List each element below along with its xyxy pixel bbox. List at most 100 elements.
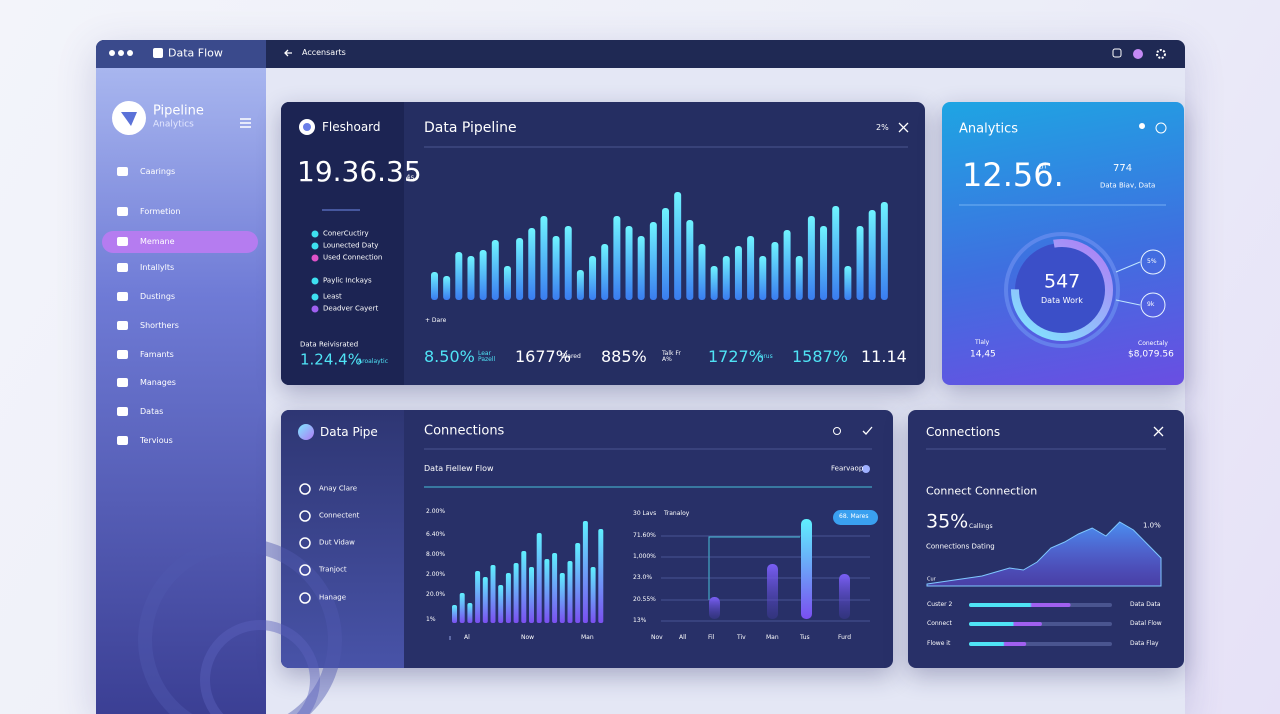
side-value: 774 (1113, 163, 1133, 174)
bar (564, 226, 572, 300)
toolbar-icon[interactable] (1112, 48, 1122, 58)
chart-subtitle: Data Fiellew Flow (424, 464, 494, 473)
settings-icon[interactable] (1156, 49, 1166, 59)
close-button[interactable] (898, 122, 909, 133)
bar (576, 270, 584, 300)
decor-ring (138, 538, 342, 714)
stat-label: Talk Fr A% (662, 350, 681, 363)
menu-item[interactable]: Manages (140, 378, 176, 387)
menu-item[interactable]: Datas (140, 407, 164, 416)
menu-icon (117, 378, 128, 387)
menu-item[interactable]: Formetion (140, 207, 181, 216)
legend-label: ConerCuctiry (323, 229, 369, 238)
menu-item[interactable]: Hanage (319, 593, 347, 602)
menu-icon (117, 350, 128, 359)
panel-icon (303, 123, 311, 131)
progress-label: Connect (927, 620, 952, 627)
progress-label: Datal Flow (1130, 620, 1162, 627)
menu-icon (117, 167, 128, 176)
menu-item[interactable]: Caarings (140, 167, 176, 176)
menu-item[interactable]: Tranjoct (319, 565, 347, 574)
peak-label: 1.0% (1143, 521, 1161, 530)
menu-item[interactable]: Dustings (140, 292, 176, 301)
legend-label: Used Connection (323, 253, 383, 262)
progress-label: Data Flay (1130, 640, 1159, 647)
close-button[interactable] (1153, 426, 1164, 437)
y-tick-label: 13% (633, 617, 647, 624)
menu-button[interactable] (240, 118, 251, 128)
bar (722, 256, 730, 300)
search-button[interactable] (833, 427, 841, 435)
x-tick-label: Man (581, 634, 594, 641)
bar (734, 246, 742, 300)
legend-dot (311, 242, 319, 250)
chart-title: Data Pipeline (424, 120, 517, 136)
avatar[interactable] (1133, 49, 1143, 59)
big-value: 19.36.35 (297, 155, 422, 188)
bar (490, 565, 496, 623)
confirm-button[interactable] (862, 426, 873, 435)
bar (529, 567, 534, 623)
menu-item[interactable]: Connectent (319, 511, 360, 520)
caption: Connections Dating (926, 542, 995, 551)
bar (686, 220, 694, 300)
stat-label: Conectaly (1138, 340, 1168, 347)
bar (590, 567, 596, 623)
y-tick-label: 20.0% (426, 591, 446, 598)
bar (613, 216, 621, 300)
badge-ring (1140, 292, 1166, 318)
bar (544, 559, 550, 623)
stat-value: 14,45 (970, 349, 996, 360)
footer-label: Data Reivisrated (300, 340, 359, 349)
bar (505, 573, 511, 623)
app-title: Data Flow (168, 46, 223, 60)
bar (801, 519, 812, 619)
top-bar (96, 40, 1185, 68)
user-icon[interactable] (1139, 123, 1145, 129)
back-button[interactable] (284, 49, 292, 57)
big-value: 12.56. (962, 156, 1064, 194)
progress-label: Flowe it (927, 640, 951, 647)
x-tick-label: All (679, 634, 687, 641)
sidebar-header (96, 40, 266, 68)
menu-item[interactable]: Anay Clare (319, 484, 358, 493)
bar (475, 571, 481, 623)
info-icon[interactable] (1155, 122, 1167, 134)
y-tick-label: 1% (426, 616, 436, 623)
brand-subtitle: Analytics (153, 119, 194, 130)
app-icon (153, 48, 163, 58)
badge-label: 68. Mares (839, 513, 869, 520)
menu-item[interactable]: Shorthers (140, 321, 179, 330)
y-tick-label: 8.00% (426, 551, 446, 558)
legend-dot (311, 230, 319, 238)
menu-item[interactable]: Tervious (140, 436, 173, 445)
menu-icon (117, 292, 128, 301)
menu-item[interactable]: Memane (140, 237, 175, 246)
menu-icon (117, 321, 128, 330)
x-tick-label: Now (521, 634, 535, 641)
legend-dot (311, 293, 319, 301)
ring-value: 547 (1044, 270, 1081, 293)
menu-item[interactable]: Dut Vidaw (319, 538, 355, 547)
ring-label: Data Work (1041, 296, 1083, 305)
menu-item[interactable]: Famants (140, 350, 174, 359)
bar (552, 236, 560, 300)
y-tick-label: 2.00% (426, 571, 446, 578)
bar (528, 228, 536, 300)
chart-badge: 2% (876, 123, 889, 132)
big-value: 35% (926, 510, 969, 533)
action-icon[interactable] (862, 465, 870, 473)
bar (575, 543, 581, 623)
stat-label: Dlared (561, 353, 581, 360)
y-tick-label: 6.40% (426, 531, 446, 538)
value-note: Callings (969, 523, 993, 530)
stat-value: 1727% (708, 347, 764, 366)
legend-label: Deadver Cayert (323, 304, 379, 313)
stat-value: 1587% (792, 347, 848, 366)
bar (452, 605, 457, 623)
menu-item[interactable]: Intallylts (140, 263, 175, 272)
menu-icon (117, 237, 128, 246)
menu-icon (117, 207, 128, 216)
